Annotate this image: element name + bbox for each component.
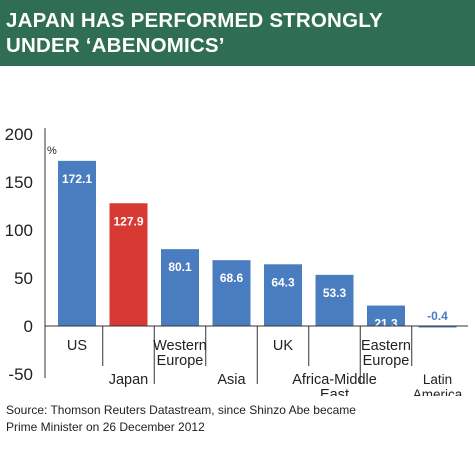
category-label: East — [320, 387, 349, 396]
bar-chart: 200 150 100 50 0 -50% 172.1 127.9 80.1 68.6 64.3 53… — [5, 125, 468, 396]
category-label: US — [67, 338, 87, 354]
category-label: Europe — [157, 353, 204, 369]
category-label: Western — [153, 338, 207, 354]
category-label: Japan — [109, 372, 149, 388]
y-unit-label: % — [47, 145, 57, 157]
chart-title-line-2: UNDER ‘ABENOMICS’ — [6, 34, 225, 57]
bar — [109, 203, 148, 326]
chart-title-line-1: JAPAN HAS PERFORMED STRONGLY — [6, 9, 383, 32]
data-label: 80.1 — [168, 260, 192, 274]
data-label: -0.4 — [427, 309, 448, 323]
y-tick-label: 100 — [5, 221, 33, 240]
source-note: Source: Thomson Reuters Datastream, sinc… — [6, 402, 471, 436]
bar — [264, 264, 302, 326]
category-label: Africa-Middle — [292, 372, 377, 388]
bar — [367, 305, 405, 326]
title-banner: JAPAN HAS PERFORMED STRONGLY UNDER ‘ABEN… — [0, 0, 475, 66]
category-label: Eastern — [361, 338, 411, 354]
y-tick-label: 150 — [5, 173, 33, 192]
data-label: 64.3 — [271, 275, 295, 289]
data-label: 127.9 — [113, 214, 143, 228]
bar — [212, 260, 251, 326]
y-tick-label: 50 — [14, 269, 33, 288]
category-label: America — [413, 387, 463, 396]
category-label: Asia — [217, 372, 246, 388]
bar — [58, 160, 96, 326]
category-label: Europe — [363, 353, 410, 369]
bar — [418, 326, 457, 328]
data-label: 53.3 — [323, 286, 347, 300]
source-line-1: Source: Thomson Reuters Datastream, sinc… — [6, 403, 356, 417]
y-tick-label: 0 — [24, 317, 33, 336]
category-label: Latin — [423, 372, 452, 387]
data-label: 172.1 — [62, 172, 92, 186]
source-line-2: Prime Minister on 26 December 2012 — [6, 420, 205, 434]
data-label: 68.6 — [220, 271, 244, 285]
y-tick-label: -50 — [8, 365, 33, 384]
data-label: 21.3 — [374, 317, 398, 331]
category-label: UK — [273, 338, 293, 354]
y-tick-label: 200 — [5, 125, 33, 144]
bar — [161, 249, 199, 326]
bar — [315, 274, 354, 326]
